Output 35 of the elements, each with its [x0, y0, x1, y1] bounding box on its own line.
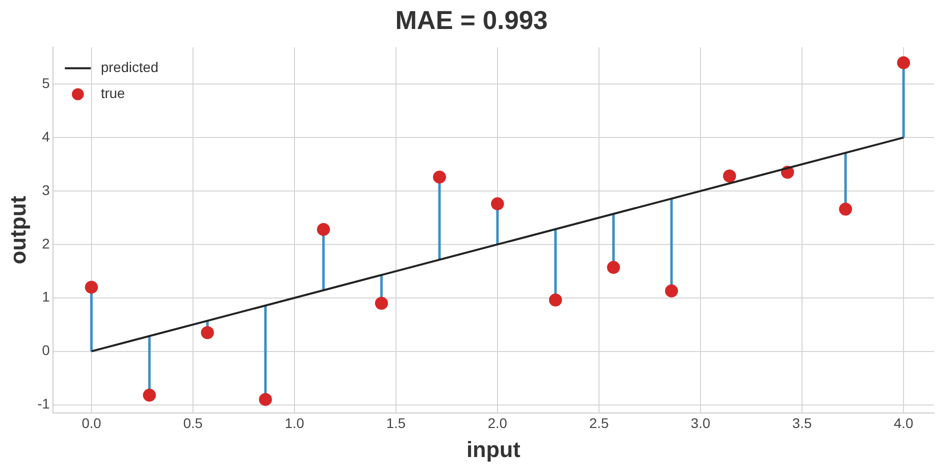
y-tick-label: -1: [37, 396, 50, 412]
x-tick-label: 4.0: [894, 415, 914, 432]
point: [432, 170, 446, 184]
point: [897, 56, 910, 70]
point: [665, 284, 678, 298]
point: [548, 294, 562, 307]
x-tick-label: 0.5: [183, 415, 203, 432]
y-tick-label: 5: [42, 74, 50, 91]
legend-label: true: [100, 85, 126, 102]
point: [200, 326, 214, 340]
point: [142, 388, 156, 402]
x-tick-label: 2.5: [589, 415, 609, 432]
y-axis-title: output: [5, 195, 30, 264]
x-tick-label: 2.0: [488, 415, 508, 432]
x-axis-title: input: [466, 436, 521, 462]
point: [723, 170, 736, 183]
point: [490, 197, 504, 210]
chart-title: MAE = 0.993: [395, 4, 548, 35]
x-tick-label: 3.0: [690, 415, 710, 432]
point: [839, 202, 852, 216]
x-tick-label: 1.5: [386, 415, 406, 432]
y-tick-label: 4: [42, 128, 50, 144]
legend-label: predicted: [100, 59, 158, 76]
y-tick-label: 0: [42, 342, 50, 358]
y-tick-label: 2: [42, 235, 50, 252]
y-tick-label: 3: [42, 182, 50, 198]
point: [374, 296, 388, 310]
x-tick-label: 3.5: [792, 415, 812, 432]
point: [84, 280, 98, 294]
point: [316, 222, 330, 236]
point: [258, 392, 272, 406]
x-tick-label: 0.0: [82, 415, 102, 432]
x-tick-label: 1.0: [284, 415, 304, 432]
point: [606, 260, 620, 274]
y-tick-label: 1: [42, 288, 50, 305]
